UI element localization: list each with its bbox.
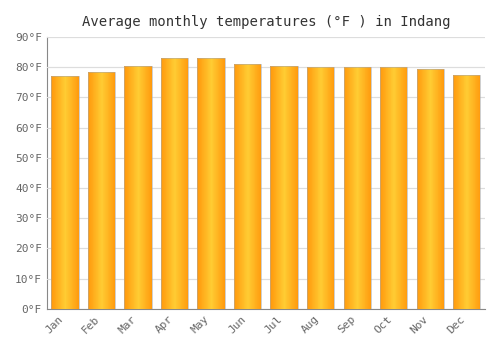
Bar [234,64,262,309]
Bar [416,69,444,309]
Bar [161,58,188,309]
Bar [344,67,371,309]
Bar [52,76,79,309]
Bar [198,58,225,309]
Bar [88,72,116,309]
Bar [124,66,152,309]
Title: Average monthly temperatures (°F ) in Indang: Average monthly temperatures (°F ) in In… [82,15,450,29]
Bar [453,75,480,309]
Bar [380,67,407,309]
Bar [307,67,334,309]
Bar [270,66,298,309]
